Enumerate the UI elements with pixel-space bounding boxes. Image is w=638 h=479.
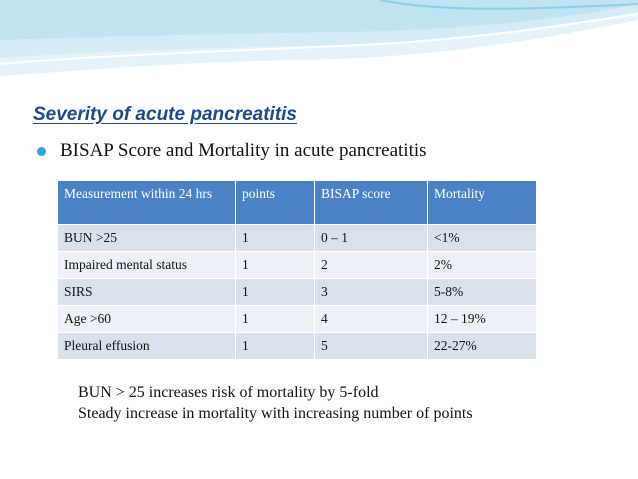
table-row: Impaired mental status 1 2 2% bbox=[57, 251, 537, 279]
bullet-dot-icon bbox=[37, 146, 46, 156]
slide-title: Severity of acute pancreatitis bbox=[33, 104, 297, 125]
cell-points: 1 bbox=[235, 278, 315, 306]
cell-points: 1 bbox=[235, 305, 315, 333]
table-row: SIRS 1 3 5-8% bbox=[57, 278, 537, 306]
cell-measurement: Age >60 bbox=[57, 305, 236, 333]
decorative-header-band bbox=[0, 0, 638, 80]
bullet-text: BISAP Score and Mortality in acute pancr… bbox=[60, 140, 427, 161]
cell-mortality: 2% bbox=[427, 251, 537, 279]
note-line: Steady increase in mortality with increa… bbox=[78, 405, 473, 422]
cell-mortality: 22-27% bbox=[427, 332, 537, 360]
header-points: points bbox=[235, 180, 315, 225]
cell-bisap-score: 2 bbox=[314, 251, 428, 279]
cell-measurement: Pleural effusion bbox=[57, 332, 236, 360]
table-row: Pleural effusion 1 5 22-27% bbox=[57, 332, 537, 360]
cell-bisap-score: 4 bbox=[314, 305, 428, 333]
cell-points: 1 bbox=[235, 251, 315, 279]
cell-measurement: BUN >25 bbox=[57, 224, 236, 252]
cell-mortality: 5-8% bbox=[427, 278, 537, 306]
cell-points: 1 bbox=[235, 224, 315, 252]
header-mortality: Mortality bbox=[427, 180, 537, 225]
cell-bisap-score: 5 bbox=[314, 332, 428, 360]
cell-bisap-score: 0 – 1 bbox=[314, 224, 428, 252]
header-measurement: Measurement within 24 hrs bbox=[57, 180, 236, 225]
bullet-point: BISAP Score and Mortality in acute pancr… bbox=[33, 140, 427, 162]
cell-mortality: <1% bbox=[427, 224, 537, 252]
table-header-row: Measurement within 24 hrs points BISAP s… bbox=[57, 180, 537, 225]
cell-measurement: Impaired mental status bbox=[57, 251, 236, 279]
cell-bisap-score: 3 bbox=[314, 278, 428, 306]
header-bisap-score: BISAP score bbox=[314, 180, 428, 225]
summary-notes: BUN > 25 increases risk of mortality by … bbox=[78, 382, 473, 424]
bisap-table: Measurement within 24 hrs points BISAP s… bbox=[57, 180, 537, 360]
cell-mortality: 12 – 19% bbox=[427, 305, 537, 333]
cell-points: 1 bbox=[235, 332, 315, 360]
table-row: Age >60 1 4 12 – 19% bbox=[57, 305, 537, 333]
table-row: BUN >25 1 0 – 1 <1% bbox=[57, 224, 537, 252]
cell-measurement: SIRS bbox=[57, 278, 236, 306]
note-line: BUN > 25 increases risk of mortality by … bbox=[78, 384, 379, 401]
